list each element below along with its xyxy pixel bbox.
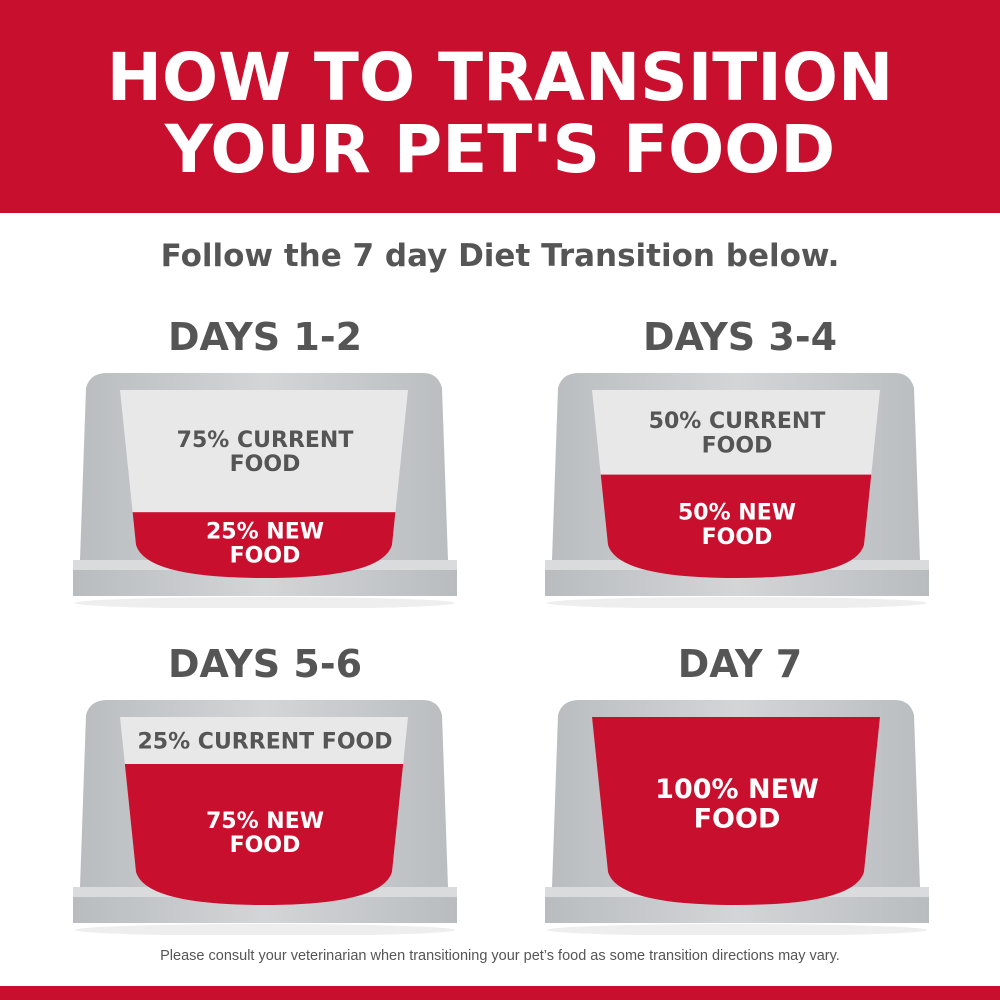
new-label: FOOD [702, 525, 773, 550]
new-label: FOOD [230, 833, 301, 858]
step-title: DAYS 5-6 [167, 642, 363, 686]
disclaimer: Please consult your veterinarian when tr… [160, 948, 840, 964]
new-food-fill [120, 764, 408, 905]
title-line-1: HOW TO TRANSITION [106, 39, 894, 116]
title-line-2: YOUR PET'S FOOD [164, 111, 836, 188]
current-label: FOOD [702, 433, 773, 458]
bowl-shadow [75, 924, 455, 935]
new-food-fill [592, 474, 880, 578]
current-label: 75% CURRENT [177, 428, 354, 453]
bowl-shadow [547, 924, 927, 935]
header-banner: HOW TO TRANSITION YOUR PET'S FOOD [0, 0, 1000, 213]
new-food-fill [592, 717, 880, 905]
current-label: 50% CURRENT [649, 409, 826, 434]
step-title: DAYS 1-2 [167, 315, 363, 359]
new-food-fill [120, 512, 408, 578]
bowl-shadow [547, 597, 927, 608]
new-label: 75% NEW [206, 809, 324, 834]
new-label: FOOD [230, 544, 301, 569]
new-label: 50% NEW [678, 501, 796, 526]
step-title: DAYS 3-4 [642, 315, 838, 359]
new-label: FOOD [694, 804, 781, 835]
bowl-shadow [75, 597, 455, 608]
new-label: 25% NEW [206, 519, 324, 544]
current-label: 25% CURRENT FOOD [137, 729, 392, 754]
bottom-bar [0, 986, 1000, 1000]
current-label: FOOD [230, 452, 301, 477]
subtitle: Follow the 7 day Diet Transition below. [160, 238, 840, 274]
new-label: 100% NEW [655, 774, 819, 805]
step-title: DAY 7 [677, 642, 803, 686]
